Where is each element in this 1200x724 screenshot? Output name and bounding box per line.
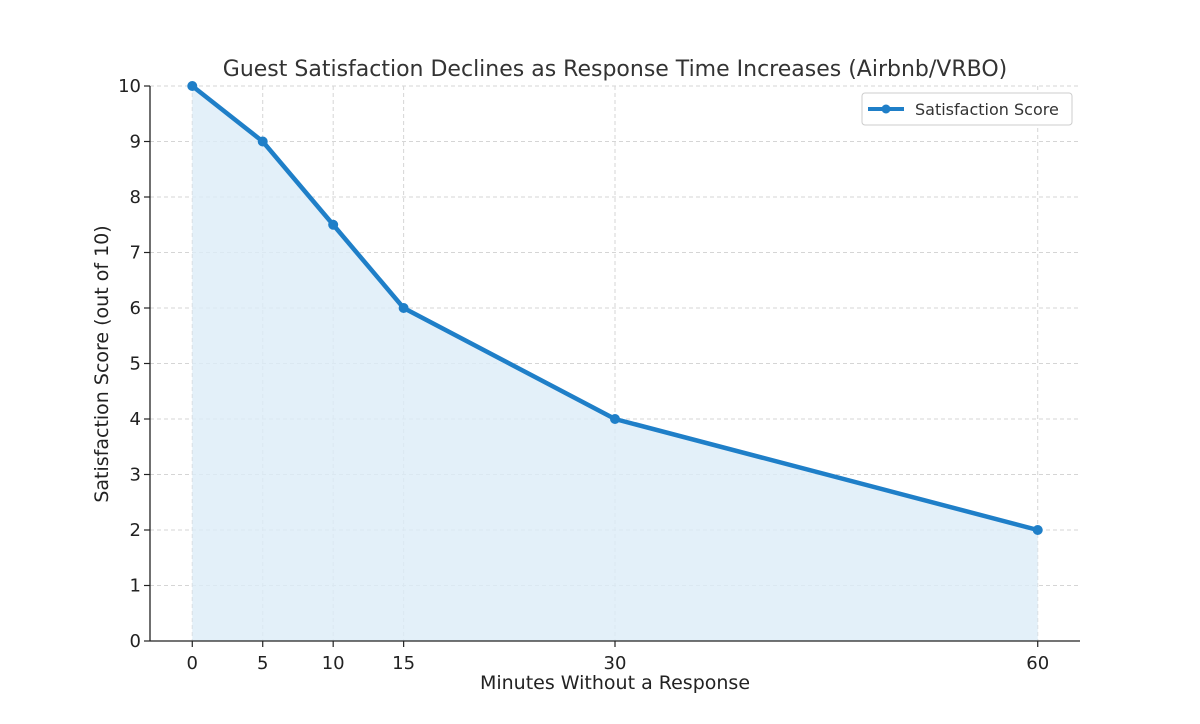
x-tick-label: 10 bbox=[322, 653, 345, 674]
x-tick-label: 15 bbox=[392, 653, 415, 674]
y-tick-label: 1 bbox=[130, 576, 141, 597]
data-point bbox=[328, 219, 339, 230]
x-tick-label: 30 bbox=[604, 653, 627, 674]
data-points bbox=[187, 81, 1043, 535]
y-tick-label: 3 bbox=[130, 465, 141, 486]
y-tick-label: 0 bbox=[130, 631, 141, 652]
y-tick-label: 2 bbox=[130, 520, 141, 541]
x-axis-label: Minutes Without a Response bbox=[480, 672, 750, 694]
legend-label: Satisfaction Score bbox=[915, 100, 1059, 119]
x-axis-ticks: 0 5 10 15 30 60 bbox=[187, 641, 1049, 674]
legend-marker-swatch bbox=[881, 104, 891, 114]
data-point bbox=[398, 303, 409, 313]
legend: Satisfaction Score bbox=[861, 92, 1073, 126]
series-line bbox=[190, 83, 1040, 533]
x-tick-label: 60 bbox=[1026, 653, 1049, 674]
y-axis-ticks: 0 1 2 3 4 5 6 7 8 9 10 bbox=[118, 76, 150, 652]
y-axis-label: Satisfaction Score (out of 10) bbox=[91, 225, 113, 502]
data-point bbox=[257, 136, 268, 147]
data-point bbox=[187, 81, 198, 91]
data-point bbox=[610, 414, 620, 424]
x-tick-label: 5 bbox=[257, 653, 268, 674]
y-tick-label: 6 bbox=[130, 298, 141, 319]
y-tick-label: 4 bbox=[130, 409, 141, 430]
y-tick-label: 10 bbox=[118, 76, 141, 97]
area-fill-layer bbox=[192, 86, 1038, 641]
series-line-layer bbox=[190, 83, 1040, 533]
y-tick-label: 5 bbox=[130, 354, 141, 375]
y-tick-label: 7 bbox=[130, 243, 141, 264]
chart-title: Guest Satisfaction Declines as Response … bbox=[223, 57, 1007, 82]
y-tick-label: 9 bbox=[130, 132, 141, 153]
series-area-fill bbox=[192, 86, 1038, 641]
legend-box bbox=[861, 92, 1073, 126]
data-point bbox=[1032, 525, 1043, 535]
y-tick-label: 8 bbox=[130, 187, 141, 208]
x-tick-label: 0 bbox=[187, 653, 198, 674]
